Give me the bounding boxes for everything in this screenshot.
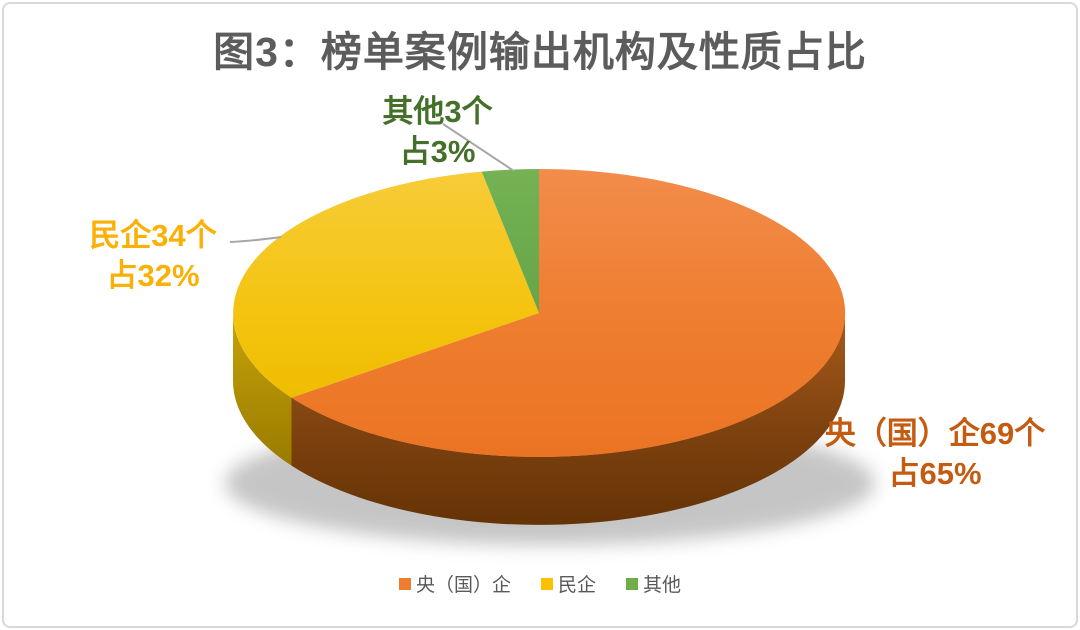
slice-state-side [291,313,845,525]
slice-private-side [233,313,292,466]
label-other-line1: 其他3个 [382,94,493,129]
label-state-enterprise-line1: 央（国）企69个 [824,416,1046,451]
pie-side-walls [233,313,845,525]
label-private-enterprise-line2: 占32% [106,258,200,293]
leader-lines [229,123,515,243]
label-state-enterprise: 央（国）企69个 占65% [800,414,1070,494]
pie-top-surface [233,168,846,457]
leader-line-private [229,236,282,243]
legend-swatch-private [540,577,553,590]
legend-label-other: 其他 [643,575,682,596]
legend-label-private: 民企 [557,575,596,596]
slice-other-top [481,169,539,313]
legend-item-private: 民企 [540,570,596,597]
legend-label-state: 央（国）企 [415,575,511,596]
label-private-enterprise: 民企34个 占32% [48,216,258,296]
chart-legend: 央（国）企 民企 其他 [0,570,1080,597]
chart-title: 图3：榜单案例输出机构及性质占比 [213,29,867,75]
legend-item-state: 央（国）企 [398,570,511,597]
label-private-enterprise-line1: 民企34个 [89,218,217,253]
label-other: 其他3个 占3% [330,92,545,172]
slice-private-top [233,171,540,398]
leader-line-other [442,123,515,172]
legend-swatch-state [398,577,411,590]
label-state-enterprise-line2: 占65% [888,456,982,491]
legend-item-other: 其他 [626,570,681,597]
label-other-line2: 占3% [399,134,476,169]
slice-state-top [291,168,846,457]
legend-swatch-other [626,577,638,590]
